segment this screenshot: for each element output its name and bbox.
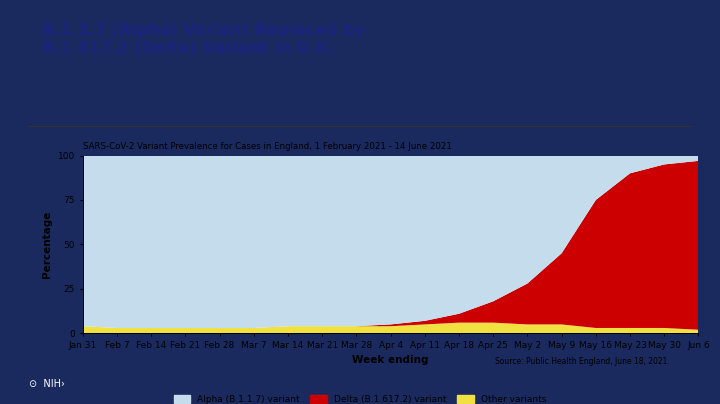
Y-axis label: Percentage: Percentage bbox=[42, 211, 53, 278]
Text: SARS-CoV-2 Variant Prevalence for Cases in England, 1 February 2021 - 14 June 20: SARS-CoV-2 Variant Prevalence for Cases … bbox=[83, 141, 451, 151]
Text: ⊙  NIH›: ⊙ NIH› bbox=[29, 379, 65, 389]
Legend: Alpha (B.1.1.7) variant, Delta (B.1.617.2) variant, Other variants: Alpha (B.1.1.7) variant, Delta (B.1.617.… bbox=[170, 391, 550, 404]
X-axis label: Week ending: Week ending bbox=[352, 356, 429, 366]
Text: Source: Public Health England, June 18, 2021.: Source: Public Health England, June 18, … bbox=[495, 357, 670, 366]
Text: B.1.1.7 (Alpha) Variant Replaced by
B.1.617.2 (Delta) Variant in U.K.: B.1.1.7 (Alpha) Variant Replaced by B.1.… bbox=[42, 23, 365, 57]
